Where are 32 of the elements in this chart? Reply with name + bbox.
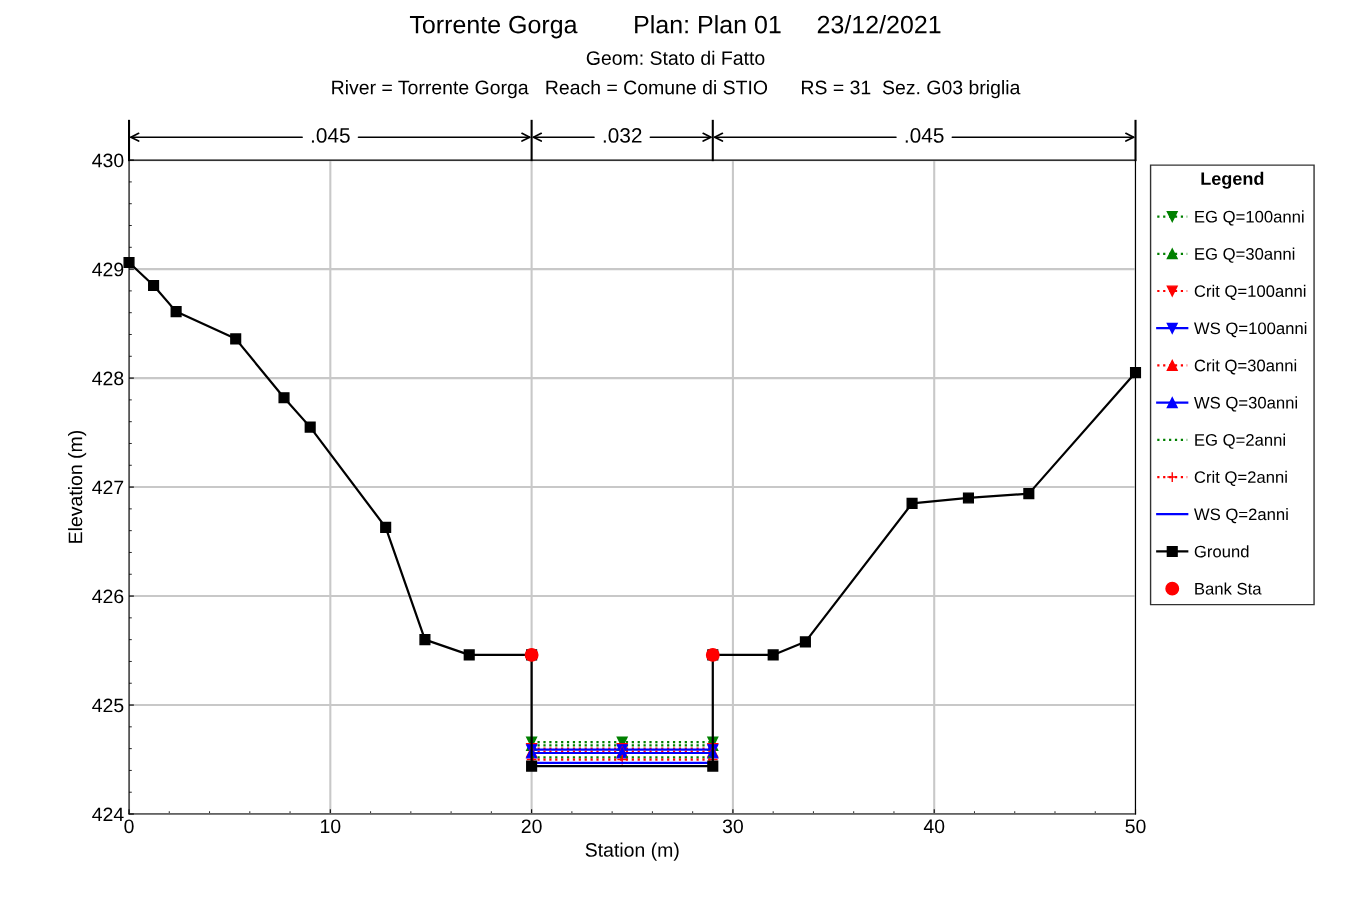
text: .045: [905, 128, 944, 143]
y-tick-label: 426: [92, 589, 124, 604]
legend-label: Crit Q=2anni: [1194, 470, 1287, 487]
legend-label: Crit Q=100anni: [1194, 284, 1306, 300]
y-tick-label: 427: [92, 480, 124, 495]
legend-label: EG Q=2anni: [1195, 433, 1285, 449]
legend-label: EG Q=30anni: [1195, 247, 1295, 263]
legend-label: Crit Q=30anni: [1194, 359, 1297, 375]
legend-label: Ground: [1194, 545, 1249, 558]
legend-label: Bank Sta: [1195, 582, 1262, 595]
text: .045: [311, 128, 350, 143]
legend-label: WS Q=2anni: [1193, 507, 1288, 524]
x-tick-label: 40: [923, 819, 945, 834]
x-tick-label: 50: [1125, 819, 1146, 834]
x-tick-label: 10: [320, 819, 341, 834]
text: .032: [603, 128, 642, 143]
y-tick-label: 425: [92, 698, 124, 713]
legend-label: EG Q=100anni: [1195, 210, 1304, 226]
y-tick-label: 429: [92, 262, 124, 277]
chart-subtitle: Geom: Stato di Fatto River = Torrente Gorga Reach = Comune di STIO RS = 31 Sez. G03 briglia: [332, 50, 1021, 99]
legend-label: WS Q=30anni: [1193, 396, 1298, 412]
x-tick-label: 20: [521, 819, 542, 834]
x-tick-label: 30: [722, 819, 743, 834]
chart-title: Torrente Gorga Plan: Plan 01 23/12/2021: [409, 15, 941, 39]
y-tick-label: 430: [92, 153, 124, 168]
y-tick-label: 424: [92, 807, 124, 822]
y-axis-title: Elevation (m): [68, 431, 87, 543]
x-axis-title: Station (m): [585, 842, 679, 861]
x-tick-label: 0: [124, 819, 134, 834]
y-tick-label: 428: [92, 371, 124, 386]
legend-title: Legend: [1201, 171, 1264, 189]
legend-label: WS Q=100anni: [1193, 321, 1307, 338]
